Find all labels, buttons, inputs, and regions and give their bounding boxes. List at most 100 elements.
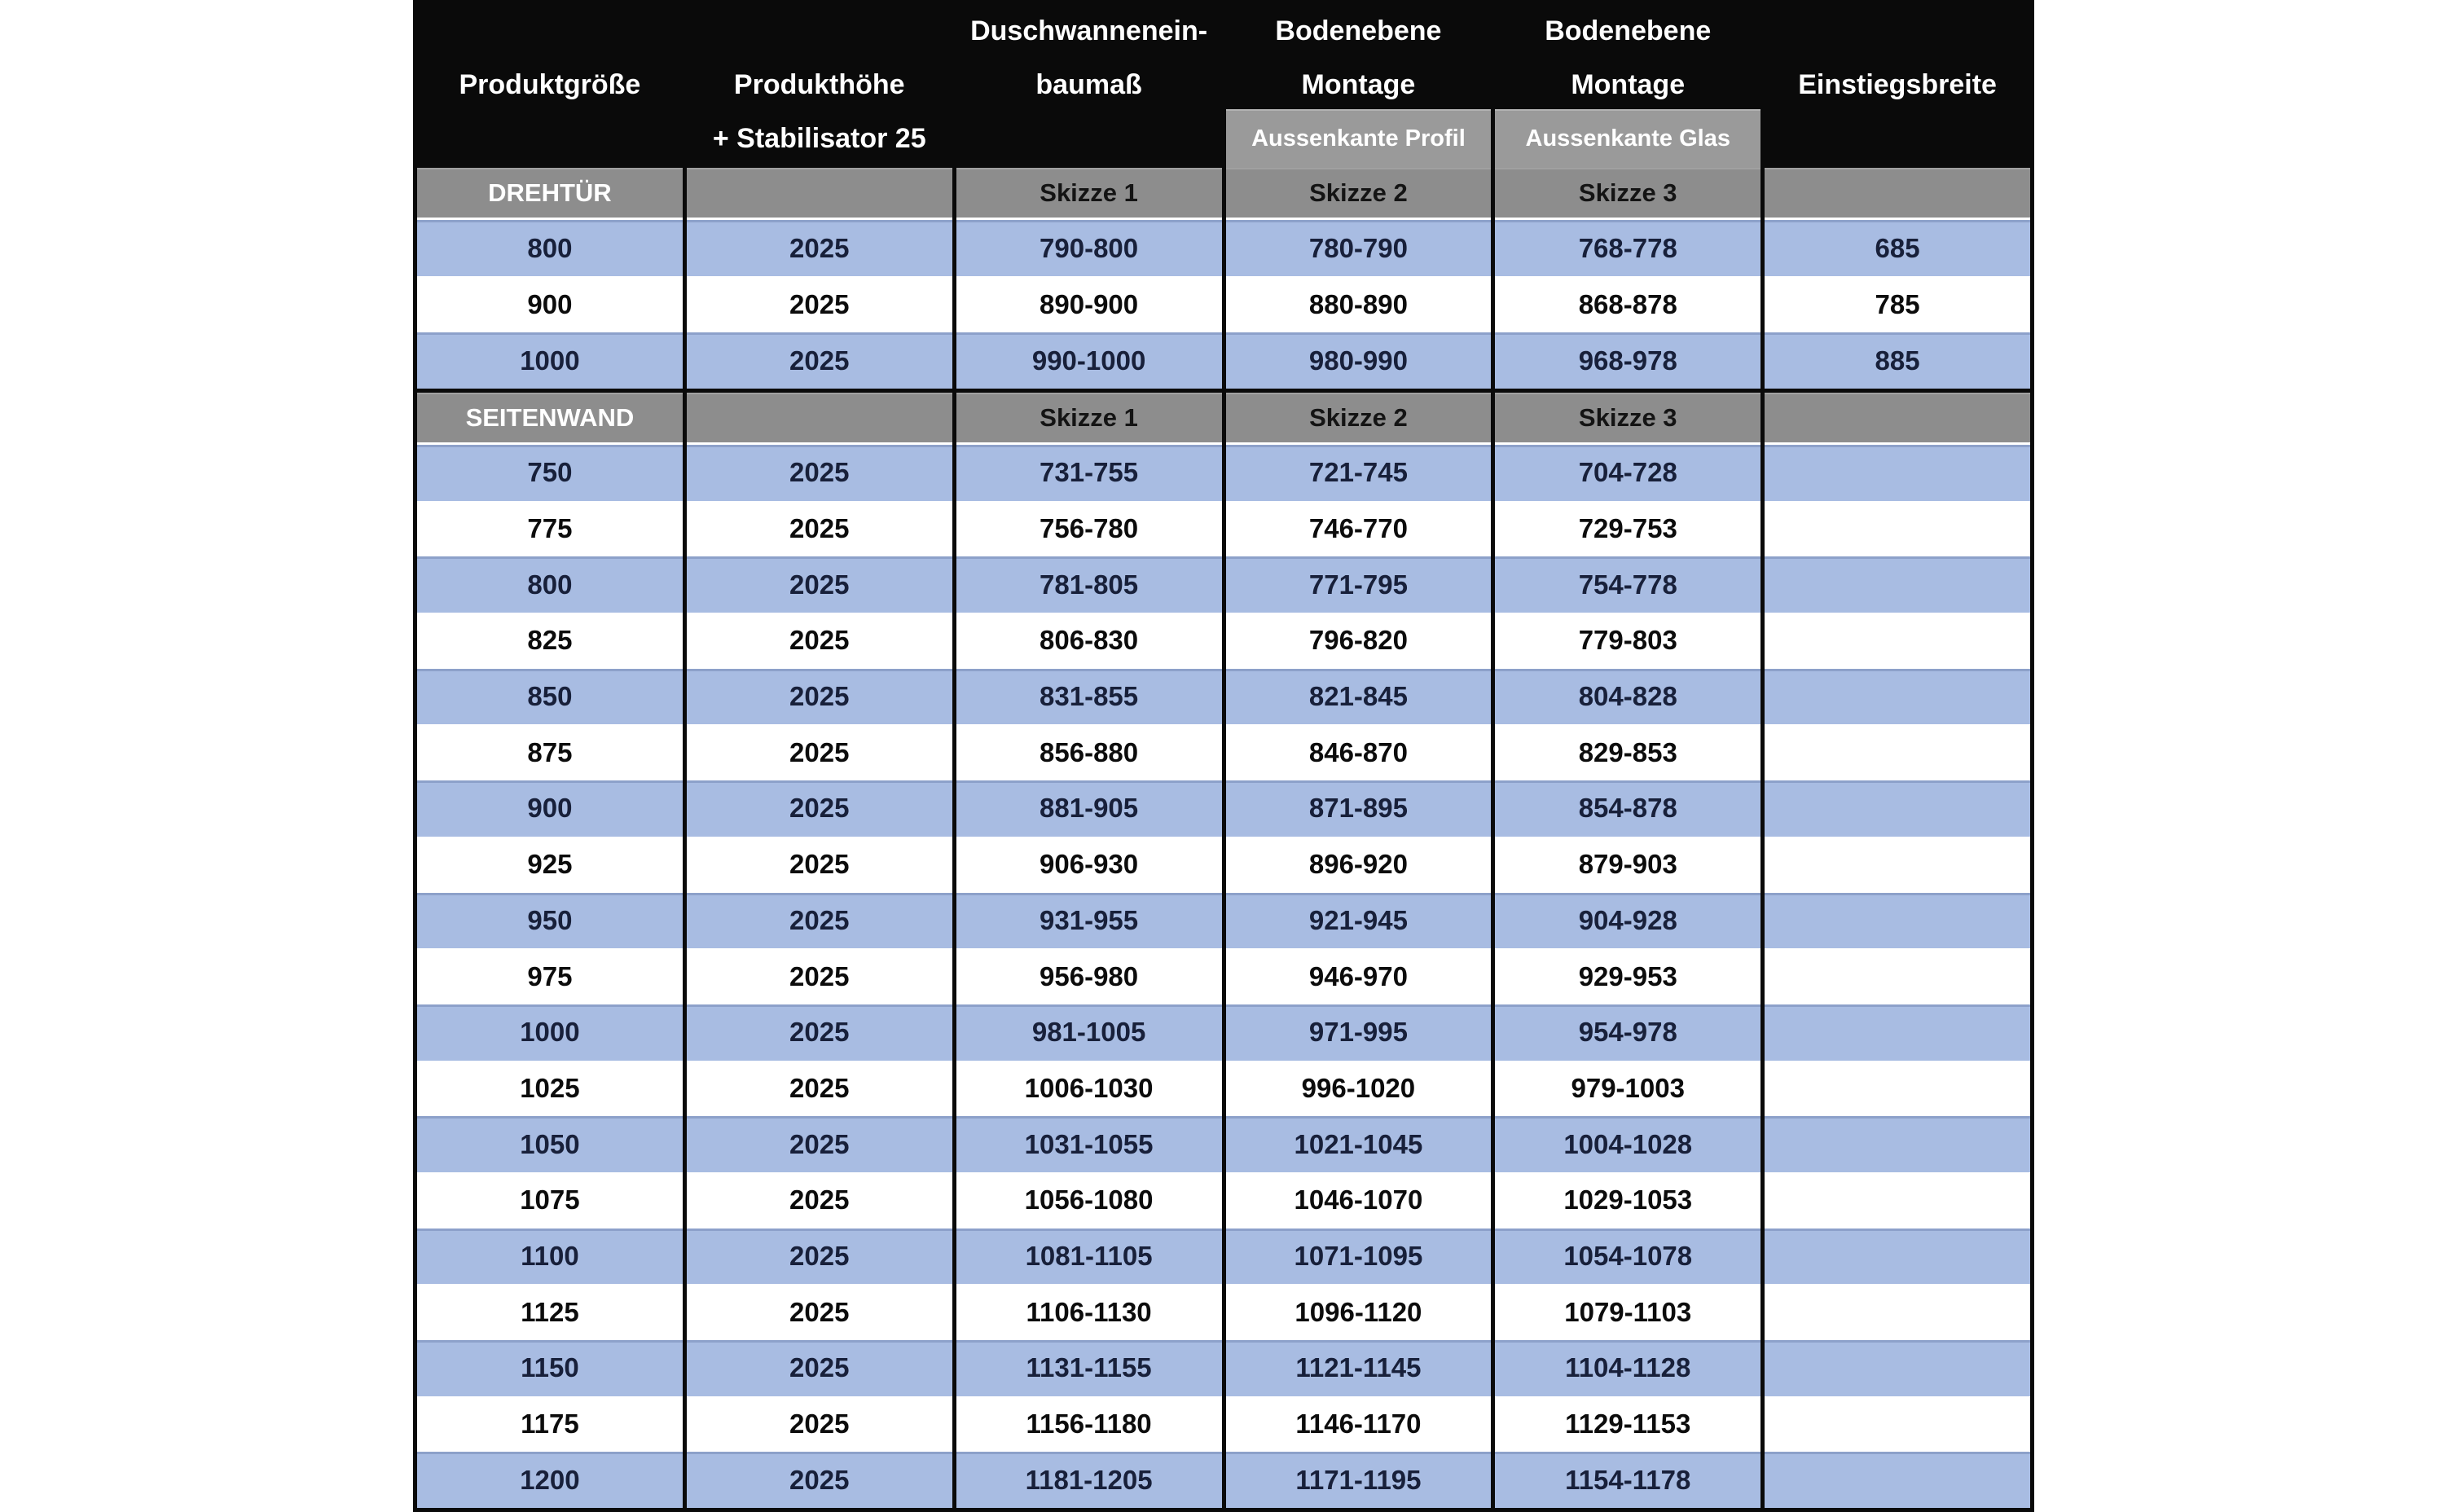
table-cell: 929-953 bbox=[1495, 948, 1761, 1004]
table-cell: 831-855 bbox=[956, 668, 1222, 725]
table-cell: 1096-1120 bbox=[1225, 1284, 1492, 1340]
table-row: 850 2025 831-855 821-845 804-828 bbox=[417, 668, 2030, 725]
table-cell: 2025 bbox=[686, 836, 952, 893]
table-cell: 2025 bbox=[686, 220, 952, 276]
table-cell: 1146-1170 bbox=[1225, 1396, 1492, 1453]
table-cell: 1081-1105 bbox=[956, 1228, 1222, 1285]
section-cell-empty bbox=[686, 168, 952, 220]
table-row: 1200 2025 1181-1205 1171-1195 1154-1178 bbox=[417, 1452, 2030, 1509]
table-cell bbox=[1765, 1340, 2030, 1396]
table-cell: 2025 bbox=[686, 500, 952, 557]
table-cell: 2025 bbox=[686, 445, 952, 501]
table-cell bbox=[1765, 668, 2030, 725]
table-cell: 956-980 bbox=[956, 948, 1222, 1004]
table-cell: 896-920 bbox=[1225, 836, 1492, 893]
header-sublabel: + Stabilisator 25 bbox=[712, 123, 926, 154]
table-cell: 2025 bbox=[686, 1228, 952, 1285]
table-cell: 2025 bbox=[686, 613, 952, 669]
skizze-label: Skizze 3 bbox=[1495, 168, 1761, 220]
table-row: 1175 2025 1156-1180 1146-1170 1129-1153 bbox=[417, 1396, 2030, 1453]
product-size-table: Produktgröße Produkthöhe + Stabilisator … bbox=[413, 0, 2034, 1512]
skizze-label: Skizze 1 bbox=[956, 168, 1222, 220]
table-cell: 981-1005 bbox=[956, 1004, 1222, 1061]
table-cell: 979-1003 bbox=[1495, 1060, 1761, 1117]
header-label: Montage bbox=[1571, 69, 1686, 100]
table-cell: 790-800 bbox=[956, 220, 1222, 276]
section-label: DREHTÜR bbox=[417, 168, 683, 220]
header-label: Bodenebene bbox=[1545, 15, 1712, 46]
table-cell: 1056-1080 bbox=[956, 1171, 1222, 1228]
table-cell: 2025 bbox=[686, 1284, 952, 1340]
section-label: SEITENWAND bbox=[417, 393, 683, 445]
subheader-aussenkante-glas: Aussenkante Glas bbox=[1495, 109, 1761, 168]
table-cell bbox=[1765, 1116, 2030, 1172]
table-row: 950 2025 931-955 921-945 904-928 bbox=[417, 892, 2030, 949]
table-cell: 2025 bbox=[686, 332, 952, 389]
table-cell: 1175 bbox=[417, 1396, 683, 1453]
table-header: Produktgröße Produkthöhe + Stabilisator … bbox=[417, 0, 2030, 168]
table-cell: 968-978 bbox=[1495, 332, 1761, 389]
table-cell: 2025 bbox=[686, 948, 952, 1004]
table-cell bbox=[1765, 445, 2030, 501]
table-row: 1050 2025 1031-1055 1021-1045 1004-1028 bbox=[417, 1116, 2030, 1172]
table-cell: 685 bbox=[1765, 220, 2030, 276]
header-col-bodenebene-montage-profil: Bodenebene Montage Aussenkante Profil bbox=[1225, 0, 1492, 168]
table-cell: 2025 bbox=[686, 1452, 952, 1509]
table-cell bbox=[1765, 1171, 2030, 1228]
subheader-aussenkante-profil: Aussenkante Profil bbox=[1225, 109, 1492, 168]
section-cell-empty bbox=[1765, 393, 2030, 445]
table-cell bbox=[1765, 1228, 2030, 1285]
table-cell bbox=[1765, 836, 2030, 893]
table-cell: 900 bbox=[417, 780, 683, 837]
table-cell: 1181-1205 bbox=[956, 1452, 1222, 1509]
table-row: 775 2025 756-780 746-770 729-753 bbox=[417, 500, 2030, 557]
table-cell: 2025 bbox=[686, 1340, 952, 1396]
table-cell bbox=[1765, 556, 2030, 613]
table-cell: 885 bbox=[1765, 332, 2030, 389]
table-cell: 746-770 bbox=[1225, 500, 1492, 557]
header-col-produktgroesse: Produktgröße bbox=[417, 0, 683, 168]
table-row: 800 2025 781-805 771-795 754-778 bbox=[417, 556, 2030, 613]
table-cell: 879-903 bbox=[1495, 836, 1761, 893]
table-cell: 825 bbox=[417, 613, 683, 669]
table-cell: 1000 bbox=[417, 1004, 683, 1061]
table-cell: 925 bbox=[417, 836, 683, 893]
skizze-label: Skizze 3 bbox=[1495, 393, 1761, 445]
table-cell: 1154-1178 bbox=[1495, 1452, 1761, 1509]
table-cell bbox=[1765, 1284, 2030, 1340]
table-cell: 1106-1130 bbox=[956, 1284, 1222, 1340]
table-cell bbox=[1765, 892, 2030, 949]
table-cell: 2025 bbox=[686, 276, 952, 332]
header-col-duschwanneneinbaumass: Duschwannenein- baumaß bbox=[956, 0, 1222, 168]
table-cell: 1071-1095 bbox=[1225, 1228, 1492, 1285]
table-cell: 846-870 bbox=[1225, 724, 1492, 781]
skizze-label: Skizze 2 bbox=[1225, 393, 1492, 445]
table-row: 925 2025 906-930 896-920 879-903 bbox=[417, 836, 2030, 893]
table-cell: 946-970 bbox=[1225, 948, 1492, 1004]
table-cell: 950 bbox=[417, 892, 683, 949]
table-cell: 754-778 bbox=[1495, 556, 1761, 613]
table-row: 825 2025 806-830 796-820 779-803 bbox=[417, 613, 2030, 669]
table-cell: 780-790 bbox=[1225, 220, 1492, 276]
skizze-label: Skizze 2 bbox=[1225, 168, 1492, 220]
table-cell: 2025 bbox=[686, 892, 952, 949]
header-label: baumaß bbox=[1035, 69, 1142, 100]
header-label: Produkthöhe bbox=[733, 69, 905, 100]
table-row: 750 2025 731-755 721-745 704-728 bbox=[417, 445, 2030, 501]
header-label: Produktgröße bbox=[459, 69, 641, 100]
table-cell: 1050 bbox=[417, 1116, 683, 1172]
table-cell: 2025 bbox=[686, 724, 952, 781]
table-cell: 904-928 bbox=[1495, 892, 1761, 949]
table-cell: 871-895 bbox=[1225, 780, 1492, 837]
table-cell: 750 bbox=[417, 445, 683, 501]
table-cell bbox=[1765, 780, 2030, 837]
table-cell: 829-853 bbox=[1495, 724, 1761, 781]
header-label: Duschwannenein- bbox=[970, 15, 1208, 46]
table-row: 1100 2025 1081-1105 1071-1095 1054-1078 bbox=[417, 1228, 2030, 1285]
table-cell: 771-795 bbox=[1225, 556, 1492, 613]
table-cell: 2025 bbox=[686, 780, 952, 837]
table-cell: 800 bbox=[417, 556, 683, 613]
table-cell: 2025 bbox=[686, 556, 952, 613]
table-cell: 1075 bbox=[417, 1171, 683, 1228]
section-cell-empty bbox=[686, 393, 952, 445]
